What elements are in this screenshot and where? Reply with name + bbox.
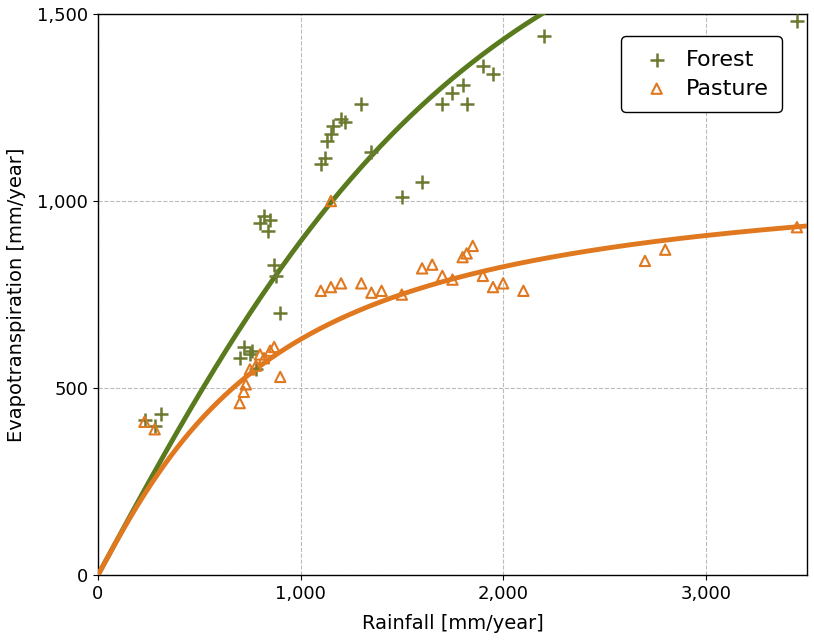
Pasture	[253, 349, 266, 360]
Pasture	[239, 380, 252, 390]
Forest	[476, 61, 489, 72]
Pasture	[638, 256, 651, 266]
Pasture	[249, 360, 262, 371]
Pasture	[426, 260, 439, 270]
Pasture	[314, 285, 327, 296]
Forest	[537, 31, 550, 42]
Forest	[148, 420, 161, 431]
Forest	[460, 99, 473, 109]
Forest	[274, 308, 287, 319]
Forest	[237, 342, 250, 352]
Forest	[261, 226, 274, 236]
Forest	[790, 16, 803, 26]
Pasture	[517, 285, 530, 296]
Pasture	[659, 244, 672, 255]
Forest	[446, 88, 459, 98]
Pasture	[365, 287, 378, 298]
Forest	[245, 346, 258, 356]
Pasture	[396, 289, 409, 300]
Legend: Forest, Pasture: Forest, Pasture	[621, 36, 781, 112]
Pasture	[497, 278, 510, 289]
X-axis label: Rainfall [mm/year]: Rainfall [mm/year]	[361, 614, 544, 633]
Pasture	[234, 398, 247, 408]
Pasture	[335, 278, 348, 289]
Pasture	[375, 285, 388, 296]
Forest	[416, 177, 429, 188]
Pasture	[243, 364, 256, 374]
Pasture	[325, 282, 338, 292]
Forest	[365, 147, 378, 157]
Forest	[318, 153, 331, 163]
Forest	[269, 271, 282, 281]
Forest	[487, 68, 500, 79]
Pasture	[416, 263, 429, 273]
Pasture	[476, 271, 489, 281]
Pasture	[148, 424, 161, 435]
Pasture	[487, 282, 500, 292]
Pasture	[325, 196, 338, 206]
Pasture	[355, 278, 368, 289]
Pasture	[257, 353, 270, 364]
Pasture	[268, 342, 281, 352]
Y-axis label: Evapotranspiration [mm/year]: Evapotranspiration [mm/year]	[7, 147, 26, 442]
Forest	[154, 409, 167, 419]
Forest	[253, 218, 266, 228]
Pasture	[466, 241, 479, 251]
Forest	[435, 99, 449, 109]
Forest	[456, 80, 469, 90]
Pasture	[435, 271, 449, 281]
Pasture	[264, 346, 277, 356]
Forest	[355, 99, 368, 109]
Pasture	[456, 252, 469, 262]
Forest	[138, 415, 151, 425]
Forest	[321, 136, 334, 147]
Pasture	[460, 248, 473, 259]
Forest	[268, 260, 281, 270]
Pasture	[790, 222, 803, 232]
Forest	[335, 113, 348, 124]
Pasture	[274, 372, 287, 382]
Forest	[257, 211, 270, 221]
Forest	[396, 192, 409, 202]
Forest	[234, 353, 247, 364]
Forest	[243, 349, 256, 360]
Pasture	[138, 417, 151, 427]
Pasture	[237, 387, 250, 397]
Forest	[326, 121, 339, 131]
Forest	[264, 214, 277, 225]
Forest	[314, 159, 327, 169]
Forest	[325, 129, 338, 139]
Forest	[249, 364, 262, 374]
Forest	[339, 117, 352, 127]
Pasture	[446, 275, 459, 285]
